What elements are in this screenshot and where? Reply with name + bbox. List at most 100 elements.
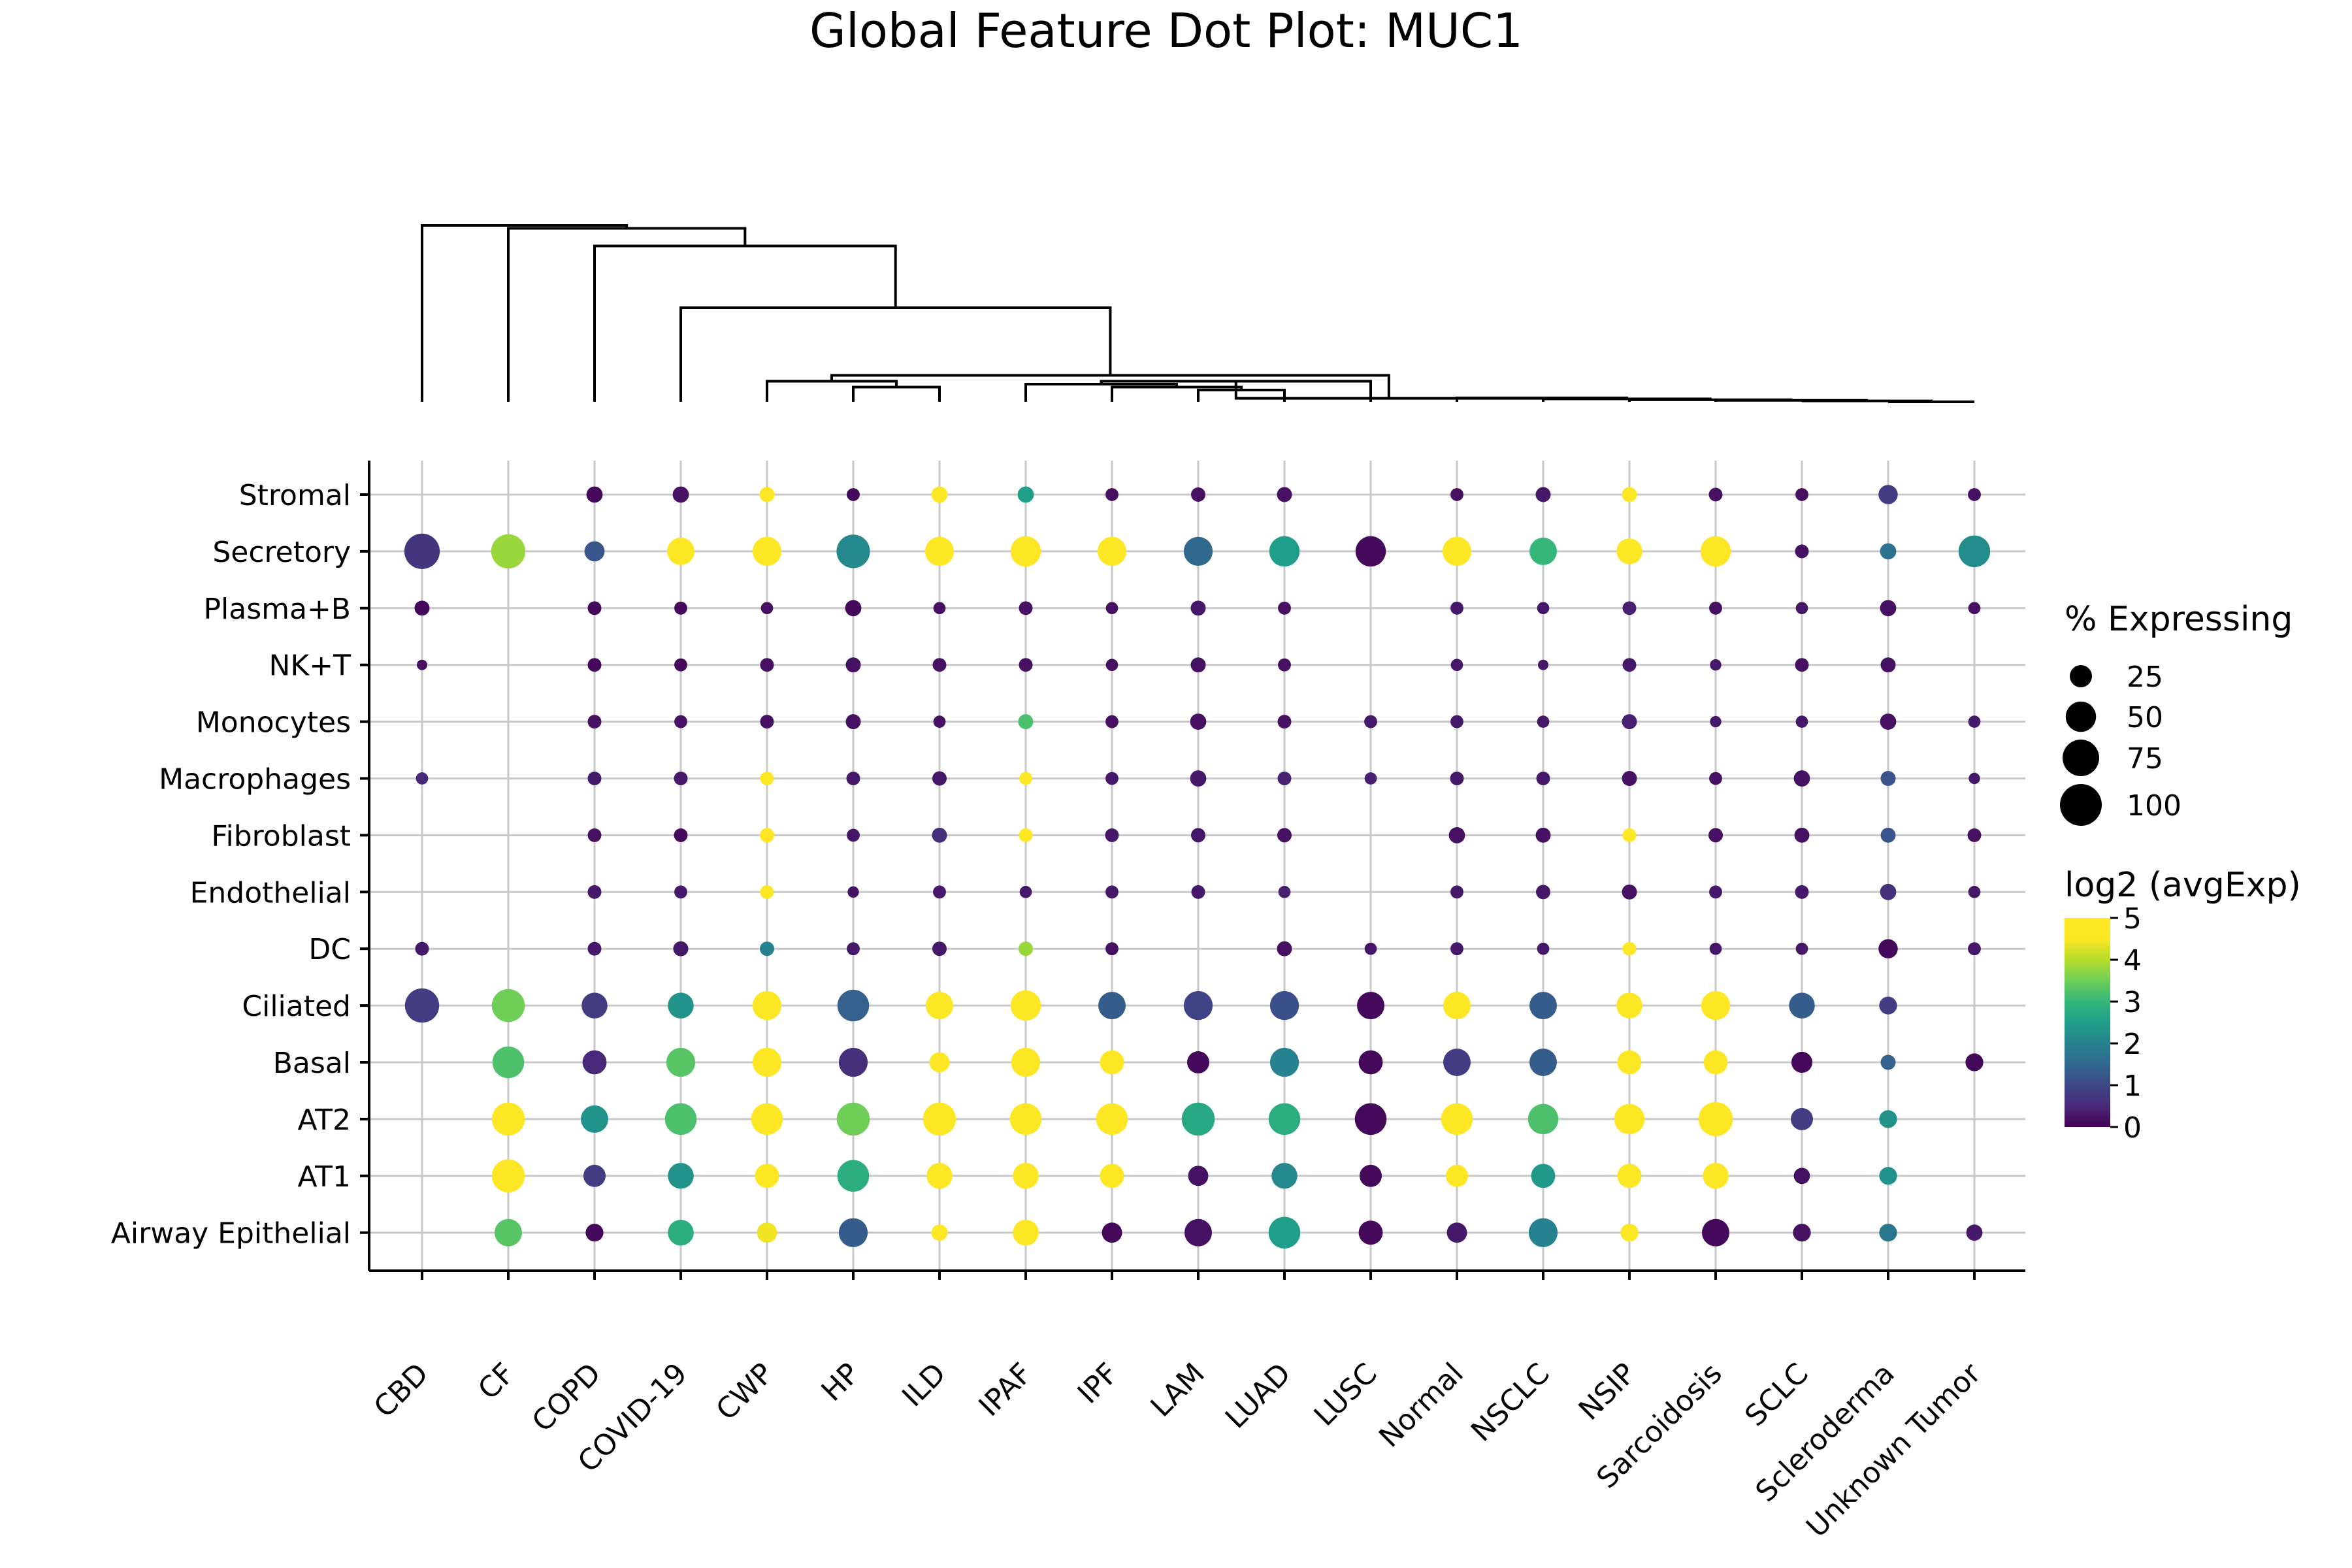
dot-secretory-hp: [836, 534, 870, 568]
dot-nk-t-sclc: [1795, 658, 1809, 672]
dot-ciliated-cf: [491, 988, 525, 1022]
dot-at1-ipaf: [1013, 1163, 1039, 1189]
size-legend-dot: [2060, 784, 2102, 826]
dot-dc-covid-19: [673, 941, 689, 956]
dot-stromal-copd: [586, 486, 603, 503]
grid-lines: [369, 461, 2025, 1271]
dot-nk-t-nsip: [1622, 658, 1637, 672]
dot-basal-lusc: [1358, 1050, 1383, 1075]
dot-fibroblast-covid-19: [674, 828, 688, 842]
dot-plasma-b-luad: [1278, 601, 1291, 615]
dot-nk-t-cbd: [417, 659, 427, 670]
dot-ciliated-sarcoidosis: [1701, 990, 1731, 1021]
dot-ciliated-hp: [837, 989, 870, 1022]
dot-macrophages-ild: [932, 771, 947, 786]
dot-dc-ipaf: [1019, 941, 1033, 956]
dot-macrophages-luad: [1277, 772, 1292, 785]
dot-stromal-nsclc: [1535, 487, 1551, 502]
dot-ciliated-nsclc: [1529, 992, 1557, 1020]
dot-ciliated-ild: [926, 992, 953, 1020]
dot-at2-ipf: [1096, 1103, 1128, 1135]
dot-plasma-b-sclc: [1795, 602, 1808, 615]
dot-ciliated-ipaf: [1010, 990, 1041, 1021]
dot-fibroblast-unknown-tumor: [1967, 828, 1982, 842]
size-legend-label: 75: [2127, 742, 2163, 776]
dot-nk-t-normal: [1450, 659, 1463, 672]
x-tick-label: NSIP: [1573, 1357, 1642, 1427]
dot-at1-scleroderma: [1879, 1167, 1897, 1185]
dot-ciliated-nsip: [1616, 992, 1642, 1019]
dot-monocytes-luad: [1277, 715, 1292, 729]
dot-plasma-b-scleroderma: [1880, 600, 1897, 617]
dot-stromal-unknown-tumor: [1968, 488, 1981, 501]
dot-at2-sclc: [1791, 1107, 1813, 1130]
dot-airway-epithelial-lusc: [1358, 1220, 1383, 1245]
dot-plasma-b-unknown-tumor: [1968, 602, 1981, 615]
y-tick-label: AT1: [297, 1160, 351, 1194]
dot-secretory-unknown-tumor: [1958, 535, 1991, 568]
dot-stromal-lam: [1191, 487, 1205, 502]
dot-macrophages-ipaf: [1019, 772, 1032, 785]
dot-secretory-normal: [1442, 536, 1472, 566]
dot-plasma-b-ild: [933, 602, 946, 615]
dot-endothelial-lam: [1191, 885, 1205, 899]
dot-endothelial-copd: [587, 885, 602, 899]
size-legend-dot: [2063, 740, 2099, 776]
dot-at1-nsclc: [1531, 1164, 1556, 1188]
dot-plasma-b-cwp: [760, 602, 774, 615]
dot-at2-copd: [581, 1105, 608, 1133]
size-legend-label: 25: [2127, 661, 2163, 694]
dot-nk-t-cwp: [760, 658, 774, 672]
dot-stromal-ipaf: [1017, 486, 1034, 503]
dot-monocytes-covid-19: [674, 715, 687, 728]
dot-ciliated-luad: [1269, 990, 1299, 1021]
dot-nk-t-ipf: [1105, 659, 1119, 672]
dot-dc-scleroderma: [1878, 939, 1898, 958]
dot-airway-epithelial-sclc: [1793, 1224, 1811, 1242]
dot-fibroblast-sclc: [1794, 827, 1810, 843]
dot-plasma-b-normal: [1450, 601, 1463, 615]
dot-at1-ild: [926, 1163, 953, 1189]
size-legend-title: % Expressing: [2065, 600, 2293, 639]
color-legend-title: log2 (avgExp): [2065, 866, 2301, 905]
size-legend-label: 50: [2127, 701, 2163, 734]
x-tick-label: HP: [815, 1357, 866, 1408]
dot-at2-lusc: [1354, 1103, 1387, 1135]
dot-fibroblast-scleroderma: [1880, 827, 1896, 843]
dot-endothelial-hp: [847, 886, 859, 898]
dot-basal-unknown-tumor: [1965, 1053, 1984, 1071]
dot-airway-epithelial-sarcoidosis: [1702, 1218, 1729, 1247]
dot-basal-covid-19: [666, 1047, 696, 1077]
dot-ciliated-scleroderma: [1879, 996, 1897, 1015]
colorbar-tick-label: 2: [2123, 1028, 2142, 1061]
dot-macrophages-nsclc: [1536, 772, 1550, 785]
dot-nk-t-scleroderma: [1880, 657, 1896, 673]
dot-stromal-sarcoidosis: [1708, 487, 1723, 502]
dot-basal-cwp: [752, 1047, 782, 1077]
dot-plasma-b-ipaf: [1019, 601, 1033, 615]
dot-secretory-sclc: [1795, 544, 1809, 559]
dot-stromal-cwp: [759, 487, 775, 502]
size-legend-dot: [2070, 665, 2092, 687]
dot-endothelial-sarcoidosis: [1709, 885, 1722, 899]
dot-at1-ipf: [1100, 1164, 1124, 1188]
dot-plasma-b-lam: [1190, 600, 1206, 616]
dot-stromal-covid-19: [672, 486, 689, 503]
dot-macrophages-lam: [1190, 770, 1207, 787]
dot-endothelial-nsip: [1622, 884, 1637, 900]
dot-monocytes-scleroderma: [1880, 713, 1897, 730]
dot-airway-epithelial-unknown-tumor: [1966, 1224, 1983, 1241]
dot-fibroblast-ild: [932, 827, 947, 843]
dot-at1-cf: [491, 1159, 525, 1193]
y-tick-label: Fibroblast: [211, 819, 351, 853]
dot-basal-normal: [1443, 1049, 1471, 1076]
x-tick-label: LUSC: [1308, 1357, 1384, 1433]
dot-dc-sarcoidosis: [1709, 942, 1722, 955]
dot-ciliated-cwp: [752, 990, 782, 1021]
dendrogram-link: [766, 380, 898, 402]
dot-plasma-b-nsip: [1622, 601, 1637, 615]
dot-at2-sarcoidosis: [1698, 1102, 1733, 1137]
axes: [360, 461, 2025, 1280]
dot-plasma-b-ipf: [1105, 602, 1119, 615]
dot-endothelial-covid-19: [674, 885, 687, 899]
